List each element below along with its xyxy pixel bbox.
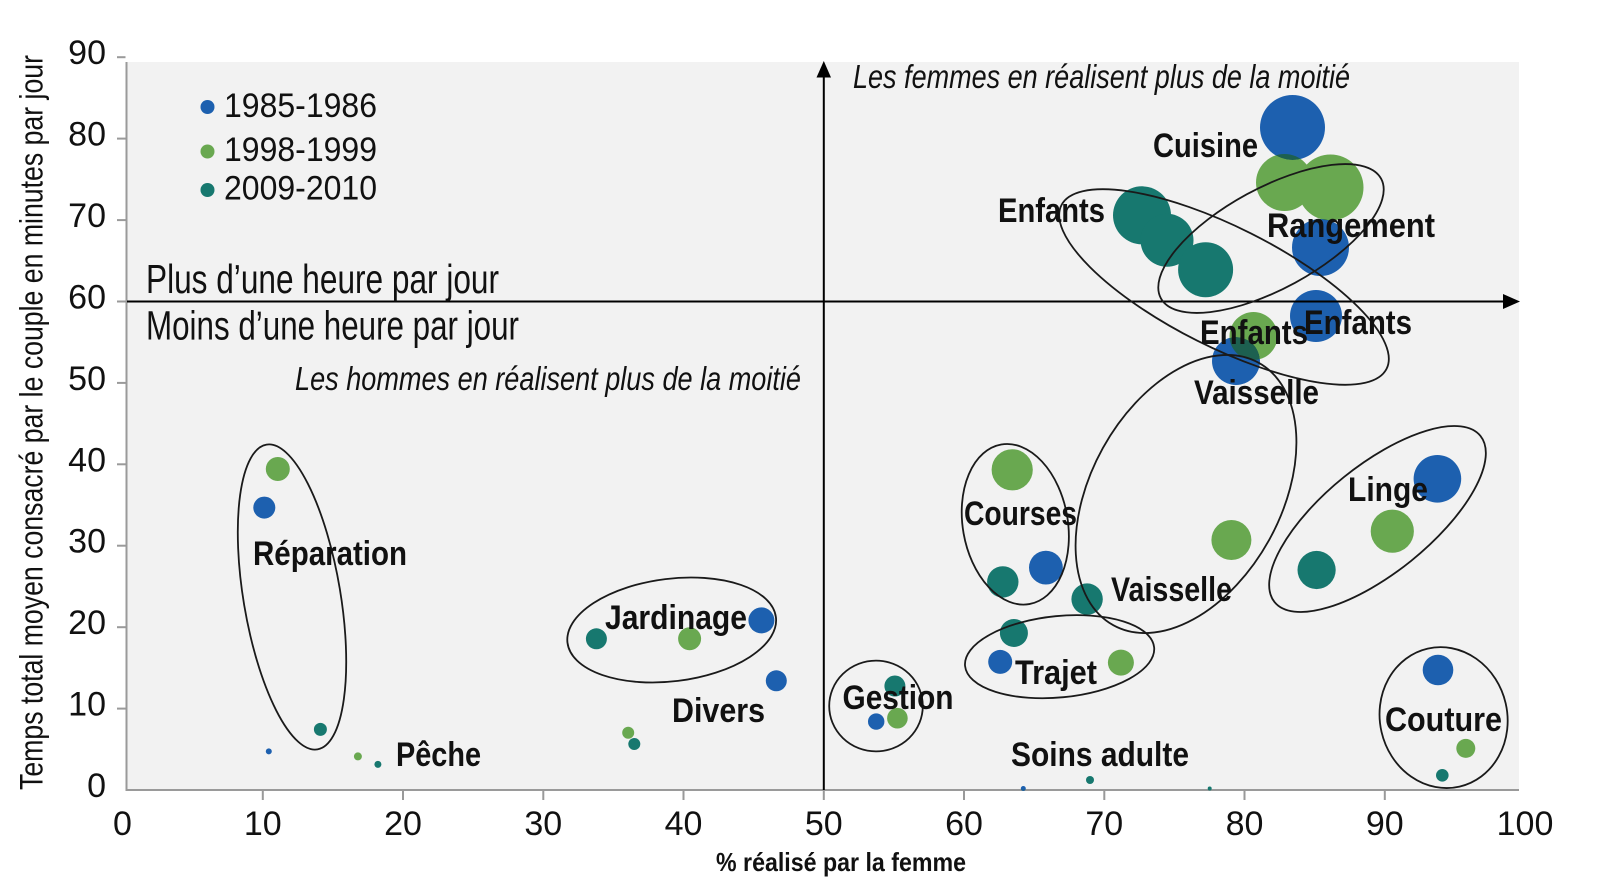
svg-text:1985-1986: 1985-1986 [224, 87, 377, 125]
svg-text:70: 70 [68, 197, 106, 235]
svg-text:Enfants: Enfants [998, 192, 1105, 230]
svg-text:Temps total moyen consacré par: Temps total moyen consacré par le couple… [14, 55, 50, 790]
svg-text:50: 50 [68, 360, 106, 398]
svg-text:0: 0 [87, 767, 106, 805]
svg-text:50: 50 [805, 805, 843, 843]
svg-text:Pêche: Pêche [396, 736, 481, 774]
svg-text:Vaisselle: Vaisselle [1111, 571, 1232, 609]
svg-text:Les hommes en réalisent plus d: Les hommes en réalisent plus de la moiti… [295, 360, 801, 397]
svg-text:90: 90 [1366, 805, 1404, 843]
svg-text:80: 80 [1226, 805, 1264, 843]
svg-text:40: 40 [68, 441, 106, 479]
svg-text:Vaisselle: Vaisselle [1194, 374, 1319, 412]
svg-text:90: 90 [68, 34, 106, 72]
svg-text:Linge: Linge [1348, 471, 1428, 509]
svg-text:Moins d’une heure par jour: Moins d’une heure par jour [146, 303, 519, 349]
svg-text:2009-2010: 2009-2010 [224, 170, 377, 208]
svg-text:30: 30 [524, 805, 562, 843]
svg-text:Réparation: Réparation [253, 535, 407, 573]
svg-text:80: 80 [68, 116, 106, 154]
svg-text:60: 60 [68, 279, 106, 317]
svg-text:1998-1999: 1998-1999 [224, 131, 377, 169]
svg-text:Courses: Courses [964, 495, 1077, 533]
svg-text:Enfants: Enfants [1304, 304, 1412, 342]
svg-text:Couture: Couture [1385, 701, 1502, 739]
svg-text:% réalisé par la femme: % réalisé par la femme [716, 847, 966, 877]
svg-text:Trajet: Trajet [1015, 654, 1097, 692]
svg-text:10: 10 [244, 805, 282, 843]
svg-text:Divers: Divers [672, 692, 765, 730]
svg-text:10: 10 [68, 686, 106, 724]
svg-text:Cuisine: Cuisine [1153, 127, 1258, 165]
svg-text:30: 30 [68, 523, 106, 561]
svg-text:Enfants: Enfants [1200, 314, 1308, 352]
svg-text:0: 0 [113, 805, 132, 843]
svg-text:Jardinage: Jardinage [605, 599, 747, 637]
svg-text:Gestion: Gestion [843, 679, 954, 717]
svg-text:60: 60 [945, 805, 983, 843]
svg-text:Soins adulte: Soins adulte [1011, 736, 1189, 774]
svg-text:Rangement: Rangement [1267, 207, 1435, 245]
svg-text:Les femmes en réalisent plus d: Les femmes en réalisent plus de la moiti… [853, 58, 1350, 95]
svg-text:70: 70 [1085, 805, 1123, 843]
svg-text:20: 20 [384, 805, 422, 843]
svg-text:100: 100 [1497, 805, 1554, 843]
svg-text:40: 40 [665, 805, 703, 843]
svg-text:20: 20 [68, 604, 106, 642]
svg-text:Plus d’une heure par jour: Plus d’une heure par jour [146, 256, 499, 302]
